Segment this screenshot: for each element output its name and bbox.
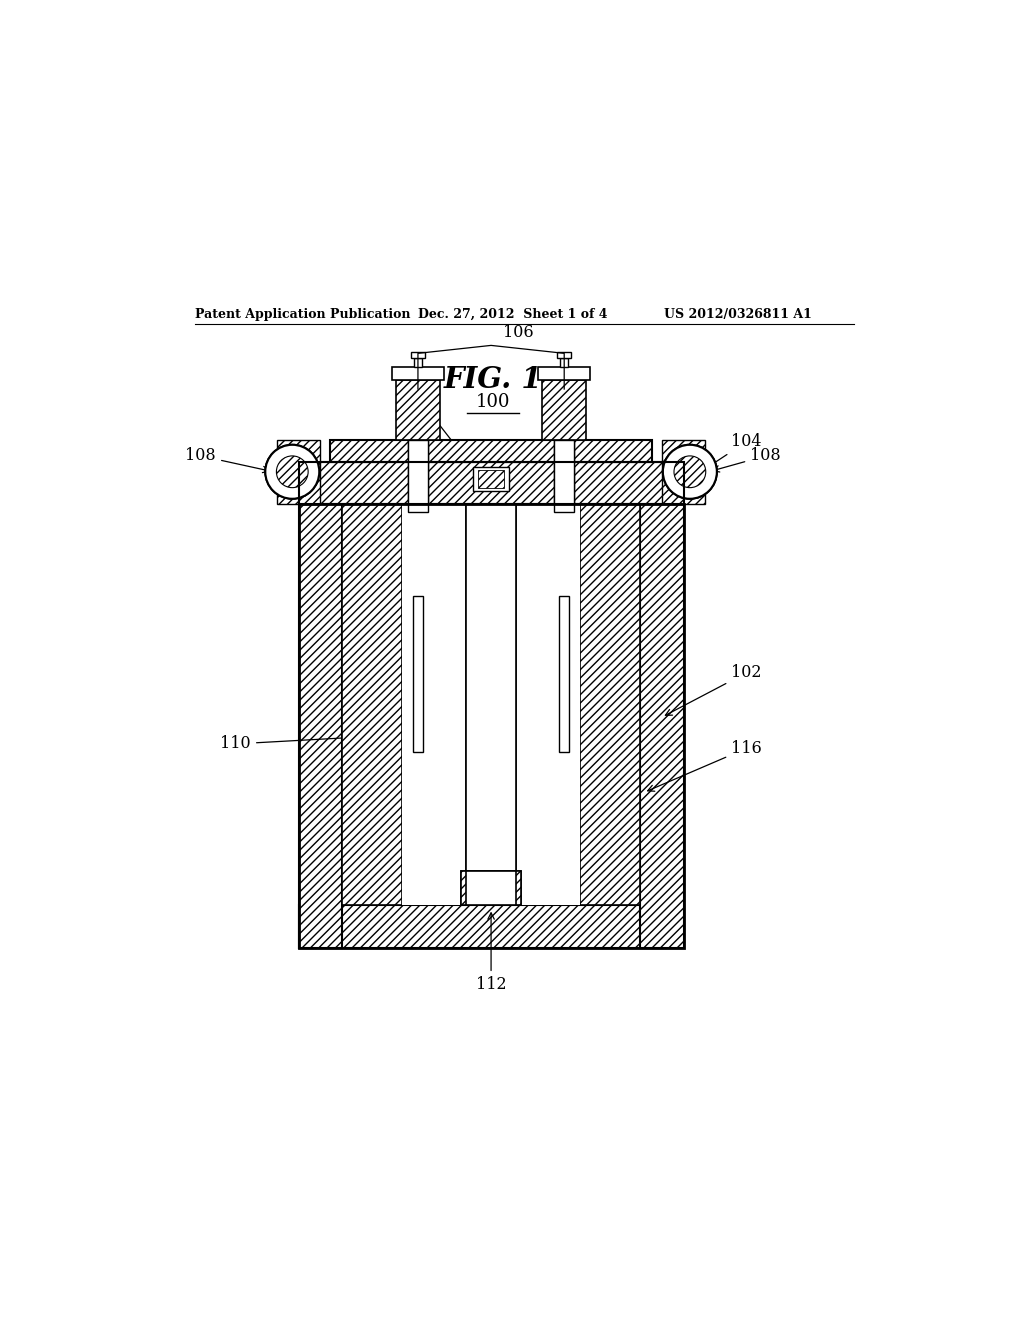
Text: 116: 116 <box>647 739 762 791</box>
Bar <box>557 351 571 358</box>
Bar <box>462 871 521 904</box>
Text: US 2012/0326811 A1: US 2012/0326811 A1 <box>664 308 812 321</box>
Circle shape <box>674 455 706 487</box>
Bar <box>467 871 516 904</box>
Bar <box>516 504 581 904</box>
Bar <box>473 467 509 491</box>
Bar <box>342 504 640 904</box>
Bar <box>299 462 684 504</box>
Bar <box>278 440 321 504</box>
Bar <box>554 440 573 512</box>
Bar <box>409 440 428 512</box>
Bar <box>640 504 684 948</box>
Circle shape <box>276 455 308 487</box>
Bar <box>467 504 516 871</box>
Bar <box>409 440 428 520</box>
Bar <box>662 440 706 504</box>
Circle shape <box>276 455 308 487</box>
Text: 100: 100 <box>476 393 510 411</box>
Bar <box>299 504 342 948</box>
Text: FIG. 1: FIG. 1 <box>443 366 543 395</box>
Bar <box>401 504 467 904</box>
Circle shape <box>265 445 319 499</box>
Text: Patent Application Publication: Patent Application Publication <box>196 308 411 321</box>
Text: Dec. 27, 2012  Sheet 1 of 4: Dec. 27, 2012 Sheet 1 of 4 <box>418 308 607 321</box>
Bar <box>413 597 423 752</box>
Bar <box>401 504 467 904</box>
Circle shape <box>265 445 319 499</box>
Bar <box>543 380 586 440</box>
Bar <box>462 871 521 904</box>
Text: 112: 112 <box>476 913 507 993</box>
Bar <box>396 380 439 440</box>
Bar <box>331 440 652 462</box>
Bar <box>467 504 516 871</box>
Circle shape <box>663 445 717 499</box>
Text: 102: 102 <box>666 664 762 715</box>
Text: 104: 104 <box>687 433 762 480</box>
Bar <box>414 358 422 367</box>
Text: 106: 106 <box>503 325 534 342</box>
Text: 108: 108 <box>185 447 269 473</box>
Text: 114: 114 <box>404 392 488 488</box>
Bar <box>342 504 401 904</box>
Bar <box>299 904 684 948</box>
Bar <box>581 504 640 904</box>
Text: 108: 108 <box>713 447 781 473</box>
Bar <box>299 504 684 948</box>
Bar <box>478 470 504 488</box>
Bar <box>560 358 568 367</box>
Text: 110: 110 <box>220 734 368 752</box>
Bar <box>554 440 573 520</box>
Circle shape <box>674 455 706 487</box>
Bar <box>299 462 684 504</box>
Bar <box>411 351 425 358</box>
Circle shape <box>663 445 717 499</box>
Bar <box>392 367 443 380</box>
Bar <box>516 504 581 904</box>
Bar <box>467 871 516 904</box>
Bar <box>539 367 590 380</box>
Bar <box>559 597 569 752</box>
